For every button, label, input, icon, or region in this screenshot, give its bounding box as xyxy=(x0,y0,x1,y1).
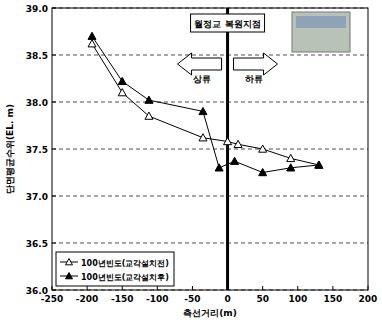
y-axis-label: 단면평균수위(EL. m) xyxy=(5,104,15,194)
x-tick-label: 0 xyxy=(224,294,230,304)
marker xyxy=(231,157,239,164)
y-tick-label: 38.5 xyxy=(26,51,48,61)
x-tick-label: -200 xyxy=(76,294,99,304)
marker xyxy=(199,107,207,114)
annotation: 월정교 복원지점 xyxy=(194,19,260,29)
grid-line xyxy=(52,102,368,103)
x-tick-label: 100 xyxy=(288,294,307,304)
arrow-left xyxy=(178,53,222,75)
x-tick-label: -150 xyxy=(111,294,134,304)
y-tick xyxy=(52,149,56,150)
x-tick-label: 200 xyxy=(359,294,378,304)
x-tick-label: -50 xyxy=(184,294,200,304)
x-tick xyxy=(297,286,298,290)
x-tick xyxy=(192,286,193,290)
marker xyxy=(199,134,207,141)
grid-line xyxy=(52,149,368,150)
reference-line xyxy=(226,8,229,290)
legend-label: 100년빈도(교각설치전) xyxy=(81,259,169,268)
x-tick xyxy=(157,286,158,290)
legend-marker xyxy=(66,259,73,265)
marker xyxy=(88,32,96,39)
photo-inset xyxy=(292,12,350,52)
annotation: 하류 xyxy=(245,74,263,84)
legend-label: 100년빈도(교각설치후) xyxy=(81,273,169,282)
x-tick-label: -100 xyxy=(146,294,169,304)
x-axis-label: 측선거리(m) xyxy=(183,308,237,318)
x-tick-label: 50 xyxy=(256,294,269,304)
grid-line xyxy=(52,196,368,197)
marker xyxy=(118,77,126,84)
legend-box xyxy=(56,252,174,286)
y-tick xyxy=(52,55,56,56)
series-line xyxy=(92,36,319,172)
marker xyxy=(118,89,126,96)
marker xyxy=(234,140,242,147)
y-tick xyxy=(52,196,56,197)
marker xyxy=(287,154,295,161)
chart: 36.036.537.037.538.038.539.0-250-200-150… xyxy=(0,0,382,322)
marker xyxy=(315,161,323,168)
photo-sky xyxy=(296,16,346,28)
y-tick-label: 38.0 xyxy=(26,98,48,108)
y-tick-label: 36.5 xyxy=(26,239,48,249)
annotation-box xyxy=(191,14,265,32)
plot-frame xyxy=(52,8,368,290)
marker xyxy=(259,145,267,152)
annotation: 상류 xyxy=(193,74,211,84)
y-tick xyxy=(52,243,56,244)
grid-line xyxy=(52,243,368,244)
marker xyxy=(287,164,295,171)
y-tick xyxy=(52,102,56,103)
plot-area xyxy=(88,8,323,290)
y-tick-label: 37.0 xyxy=(26,192,48,202)
marker xyxy=(145,112,153,119)
x-tick xyxy=(262,286,263,290)
marker xyxy=(315,161,323,168)
arrow-right xyxy=(234,53,278,75)
y-tick-label: 39.0 xyxy=(26,4,48,14)
y-tick-label: 37.5 xyxy=(26,145,48,155)
series-line xyxy=(92,44,319,165)
marker xyxy=(145,96,153,103)
x-tick-label: -250 xyxy=(41,294,64,304)
x-tick xyxy=(87,286,88,290)
x-tick xyxy=(122,286,123,290)
marker xyxy=(224,137,232,144)
legend-marker xyxy=(66,273,73,279)
marker xyxy=(215,164,223,171)
x-tick-label: 150 xyxy=(323,294,342,304)
marker xyxy=(259,169,267,176)
x-tick xyxy=(332,286,333,290)
